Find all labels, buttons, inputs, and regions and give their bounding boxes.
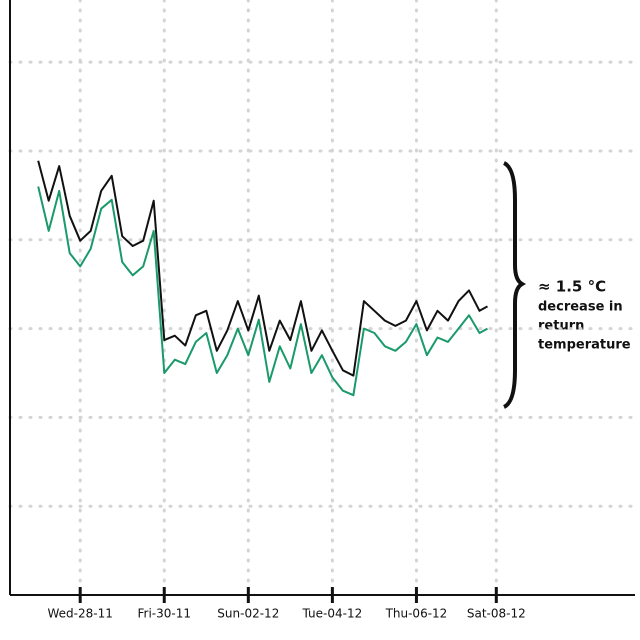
x-tick-label: Fri-30-11 (138, 607, 192, 621)
x-tick-label: Sat-08-12 (467, 607, 526, 621)
annotation: temperature (538, 338, 631, 353)
brace (502, 161, 527, 409)
x-tick-label: Wed-28-11 (48, 607, 113, 621)
series-line (37, 186, 488, 397)
annotation: return (538, 319, 584, 334)
x-tick-label: Thu-06-12 (385, 607, 448, 621)
series-line (37, 160, 488, 377)
x-tick-label: Sun-02-12 (217, 607, 279, 621)
annotation: ≈ 1.5 °C (538, 278, 606, 296)
x-tick-label: Tue-04-12 (302, 607, 363, 621)
annotation: decrease in (538, 300, 623, 315)
